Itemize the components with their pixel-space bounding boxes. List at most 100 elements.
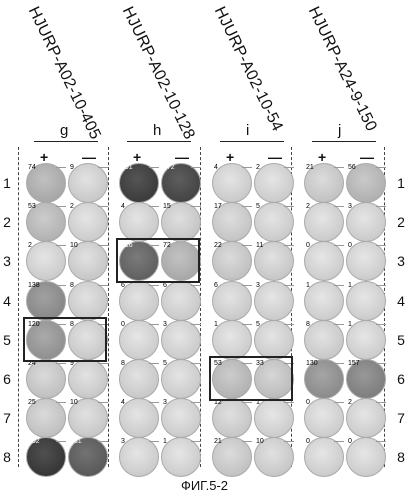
group-underline bbox=[220, 141, 284, 142]
well-marker bbox=[98, 285, 108, 286]
spot-count: 0 bbox=[121, 321, 125, 329]
spot-count: 2 bbox=[28, 242, 32, 250]
row-number-left: 6 bbox=[0, 371, 14, 387]
well-marker bbox=[98, 441, 108, 442]
spot-count: 0 bbox=[306, 438, 310, 446]
well-marker bbox=[284, 441, 294, 442]
highlight-box bbox=[116, 238, 200, 283]
column-divider bbox=[18, 147, 19, 467]
elispot-well bbox=[304, 398, 344, 438]
spot-count: 11 bbox=[256, 242, 263, 250]
elispot-well bbox=[161, 281, 201, 321]
well-marker bbox=[334, 285, 344, 286]
row-number-right: 3 bbox=[394, 253, 408, 269]
well-marker bbox=[242, 402, 252, 403]
elispot-well bbox=[212, 320, 252, 360]
elispot-well bbox=[254, 398, 294, 438]
well-marker bbox=[98, 206, 108, 207]
spot-count: 56 bbox=[348, 164, 356, 172]
spot-count: 0 bbox=[348, 242, 352, 250]
well-marker bbox=[149, 402, 159, 403]
well-marker bbox=[191, 285, 201, 286]
spot-count: 0 bbox=[306, 242, 310, 250]
well-marker bbox=[242, 441, 252, 442]
well-marker bbox=[334, 363, 344, 364]
well-marker bbox=[56, 206, 66, 207]
spot-count: 1 bbox=[306, 282, 310, 290]
spot-count: 2 bbox=[256, 164, 260, 172]
elispot-well bbox=[161, 320, 201, 360]
elispot-well bbox=[119, 359, 159, 399]
elispot-well bbox=[119, 281, 159, 321]
well-marker bbox=[376, 441, 386, 442]
well-marker bbox=[334, 167, 344, 168]
spot-count: 3 bbox=[163, 399, 167, 407]
well-marker bbox=[191, 206, 201, 207]
spot-count: 231 bbox=[70, 438, 82, 446]
spot-count: 5 bbox=[256, 203, 260, 211]
row-number-right: 2 bbox=[394, 214, 408, 230]
well-marker bbox=[98, 363, 108, 364]
well-marker bbox=[191, 402, 201, 403]
elispot-well bbox=[119, 398, 159, 438]
well-marker bbox=[376, 402, 386, 403]
row-number-right: 8 bbox=[394, 449, 408, 465]
well-marker bbox=[334, 324, 344, 325]
elispot-well bbox=[161, 359, 201, 399]
spot-count: 17 bbox=[214, 203, 222, 211]
spot-count: 10 bbox=[256, 438, 264, 446]
elispot-well bbox=[212, 163, 252, 203]
row-number-right: 5 bbox=[394, 332, 408, 348]
spot-count: 1 bbox=[348, 282, 352, 290]
elispot-well bbox=[254, 320, 294, 360]
row-number-right: 6 bbox=[394, 371, 408, 387]
elispot-well bbox=[119, 202, 159, 242]
well-marker bbox=[334, 441, 344, 442]
well-marker bbox=[98, 245, 108, 246]
spot-count: 8 bbox=[306, 321, 310, 329]
spot-count: 138 bbox=[28, 282, 40, 290]
highlight-box bbox=[209, 356, 293, 401]
spot-count: 1 bbox=[214, 321, 218, 329]
peptide-label: HJURP-A02-10-54 bbox=[210, 4, 286, 134]
well-marker bbox=[284, 167, 294, 168]
spot-count: 21 bbox=[306, 164, 314, 172]
group-underline bbox=[34, 141, 98, 142]
well-marker bbox=[98, 402, 108, 403]
row-number-right: 7 bbox=[394, 410, 408, 426]
spot-count: 1 bbox=[348, 321, 352, 329]
elispot-well bbox=[304, 320, 344, 360]
well-marker bbox=[149, 324, 159, 325]
spot-count: 8 bbox=[70, 282, 74, 290]
row-number-left: 4 bbox=[0, 293, 14, 309]
spot-count: 157 bbox=[348, 360, 360, 368]
elispot-well bbox=[119, 437, 159, 477]
well-marker bbox=[191, 363, 201, 364]
well-marker bbox=[334, 245, 344, 246]
spot-count: 3 bbox=[256, 282, 260, 290]
well-marker bbox=[376, 363, 386, 364]
spot-count: 25 bbox=[28, 399, 36, 407]
row-number-left: 5 bbox=[0, 332, 14, 348]
spot-count: 3 bbox=[163, 321, 167, 329]
spot-count: 9 bbox=[70, 164, 74, 172]
figure-caption: ФИГ.5-2 bbox=[0, 478, 409, 493]
spot-count: 2 bbox=[70, 203, 74, 211]
well-marker bbox=[284, 324, 294, 325]
elispot-well bbox=[68, 359, 108, 399]
spot-count: 6 bbox=[214, 282, 218, 290]
elispot-well bbox=[254, 163, 294, 203]
well-marker bbox=[149, 167, 159, 168]
row-number-left: 7 bbox=[0, 410, 14, 426]
well-marker bbox=[376, 324, 386, 325]
well-marker bbox=[98, 167, 108, 168]
spot-count: 2 bbox=[348, 399, 352, 407]
elispot-well bbox=[304, 281, 344, 321]
well-marker bbox=[56, 285, 66, 286]
spot-count: 1 bbox=[163, 438, 167, 446]
well-marker bbox=[56, 441, 66, 442]
group-underline bbox=[127, 141, 191, 142]
row-number-left: 1 bbox=[0, 175, 14, 191]
spot-count: 4 bbox=[121, 399, 125, 407]
spot-count: 0 bbox=[348, 438, 352, 446]
